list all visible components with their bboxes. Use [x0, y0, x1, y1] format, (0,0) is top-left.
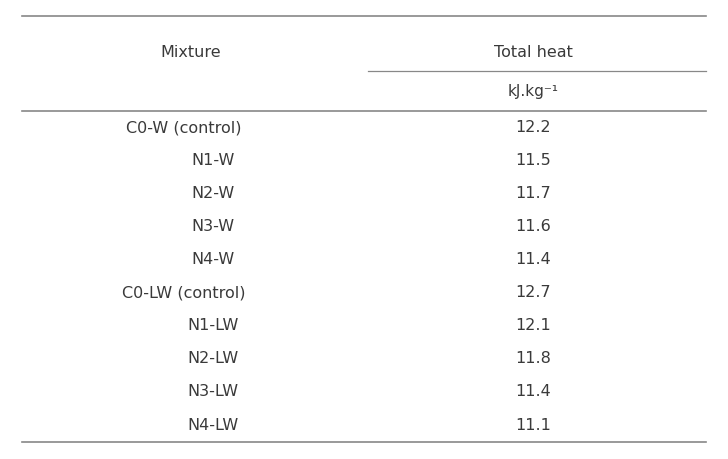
Text: N4-LW: N4-LW	[187, 418, 239, 432]
Text: 12.7: 12.7	[515, 285, 551, 300]
Text: N4-W: N4-W	[191, 252, 234, 267]
Text: kJ.kg⁻¹: kJ.kg⁻¹	[507, 84, 559, 99]
Text: 12.2: 12.2	[515, 120, 551, 135]
Text: 11.4: 11.4	[515, 252, 551, 267]
Text: 11.5: 11.5	[515, 153, 551, 168]
Text: N2-W: N2-W	[191, 186, 234, 201]
Text: N2-LW: N2-LW	[187, 352, 239, 366]
Text: 11.4: 11.4	[515, 385, 551, 399]
Text: Mixture: Mixture	[161, 45, 221, 60]
Text: 11.8: 11.8	[515, 352, 551, 366]
Text: N1-LW: N1-LW	[187, 319, 239, 333]
Text: 12.1: 12.1	[515, 319, 551, 333]
Text: 11.7: 11.7	[515, 186, 551, 201]
Text: C0-LW (control): C0-LW (control)	[122, 285, 245, 300]
Text: N3-W: N3-W	[191, 219, 234, 234]
Text: N1-W: N1-W	[191, 153, 234, 168]
Text: C0-W (control): C0-W (control)	[126, 120, 242, 135]
Text: 11.6: 11.6	[515, 219, 551, 234]
Text: 11.1: 11.1	[515, 418, 551, 432]
Text: Total heat: Total heat	[494, 45, 573, 60]
Text: N3-LW: N3-LW	[187, 385, 239, 399]
